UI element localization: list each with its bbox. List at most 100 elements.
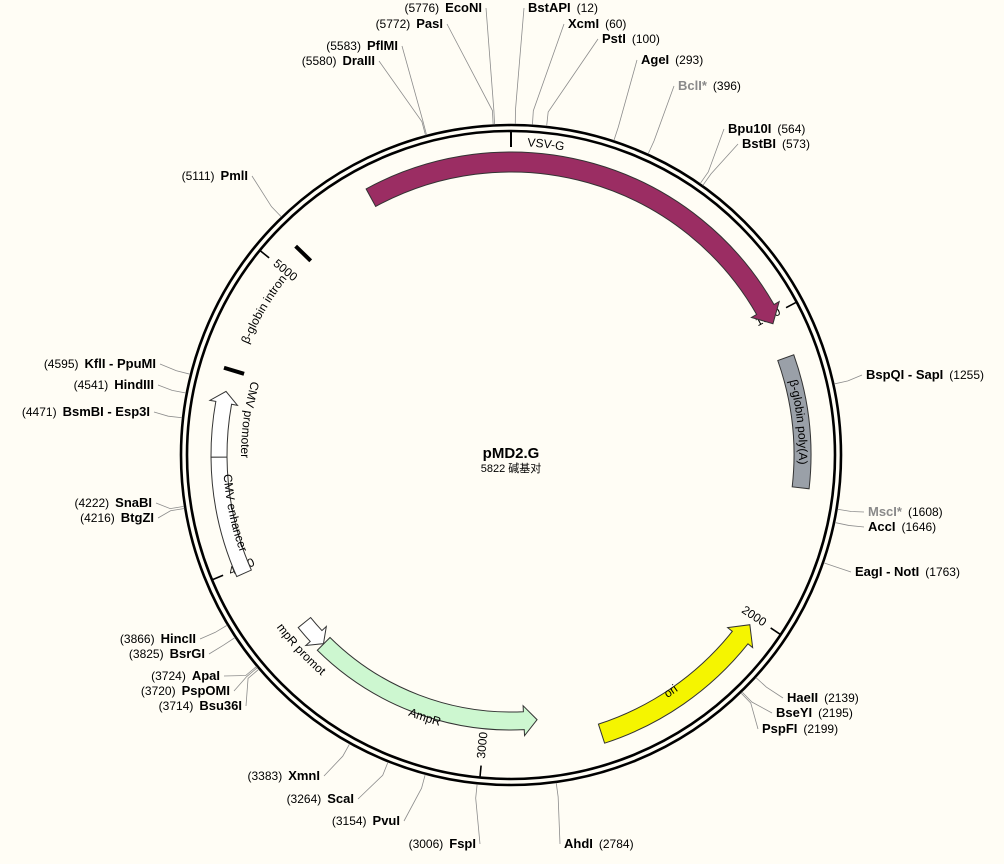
site-leader — [647, 85, 675, 154]
site-label: Bpu10I (564) — [728, 121, 805, 136]
site-bsu36i[interactable]: (3714) Bsu36I — [159, 668, 259, 713]
site-name: PflMI — [367, 38, 398, 53]
site-label: EagI - NotI (1763) — [855, 564, 960, 579]
site-apai[interactable]: (3724) ApaI — [151, 666, 257, 683]
site-bspqi-sapi[interactable]: BspQI - SapI (1255) — [834, 367, 984, 385]
site-bcli[interactable]: BclI* (396) — [647, 78, 741, 154]
site-leader — [702, 143, 739, 186]
site-bpu10i[interactable]: Bpu10I (564) — [699, 121, 805, 184]
site-name: FspI — [449, 836, 476, 851]
site-label: PstI (100) — [602, 31, 660, 46]
site-bstapi[interactable]: BstAPI (12) — [514, 0, 598, 125]
site-xmni[interactable]: (3383) XmnI — [248, 743, 350, 783]
site-eagi-noti[interactable]: EagI - NotI (1763) — [823, 562, 960, 579]
site-haeii[interactable]: HaeII (2139) — [755, 677, 859, 705]
site-position: (5776) — [404, 1, 439, 15]
site-bstbi[interactable]: BstBI (573) — [702, 136, 810, 186]
site-msci[interactable]: MscI* (1608) — [837, 504, 943, 519]
site-position: (5583) — [326, 39, 361, 53]
site-pvui[interactable]: (3154) PvuI — [332, 774, 426, 828]
site-name: PvuI — [373, 813, 400, 828]
site-position: (60) — [605, 17, 626, 31]
site-label: BspQI - SapI (1255) — [866, 367, 984, 382]
site-draiii[interactable]: (5580) DraIII — [302, 53, 426, 136]
site-name: HindIII — [114, 377, 154, 392]
site-name: ScaI — [327, 791, 354, 806]
site-name: KflI - PpuMI — [85, 356, 157, 371]
site-name: HaeII — [787, 690, 818, 705]
site-leader — [555, 782, 561, 845]
site-hincii[interactable]: (3866) HincII — [120, 624, 228, 646]
feature-ampr-promoter[interactable]: AmpR promoter — [0, 0, 329, 678]
site-position: (2195) — [818, 706, 853, 720]
site-label: (5580) DraIII — [302, 53, 375, 68]
ruler: 10002000300040005000 — [212, 250, 797, 777]
feature-label-vsv-g: VSV-G — [527, 135, 565, 153]
site-position: (396) — [713, 79, 741, 93]
site-pflmi[interactable]: (5583) PflMI — [326, 38, 427, 136]
site-btgzi[interactable]: (4216) BtgZI — [80, 508, 185, 525]
site-label: BclI* (396) — [678, 78, 741, 93]
site-scai[interactable]: (3264) ScaI — [287, 762, 389, 806]
site-kfli-ppumi[interactable]: (4595) KflI - PpuMI — [44, 356, 191, 375]
site-label: (4595) KflI - PpuMI — [44, 356, 156, 371]
site-position: (4595) — [44, 357, 79, 371]
site-psti[interactable]: PstI (100) — [546, 31, 660, 126]
site-xcmi[interactable]: XcmI (60) — [532, 16, 626, 125]
site-bsrgi[interactable]: (3825) BsrGI — [129, 637, 236, 661]
site-snabi[interactable]: (4222) SnaBI — [74, 495, 185, 510]
site-label: (4222) SnaBI — [74, 495, 152, 510]
site-ahdi[interactable]: AhdI (2784) — [555, 782, 634, 851]
site-name: BsrGI — [170, 646, 205, 661]
site-label: (5583) PflMI — [326, 38, 398, 53]
site-name: BsmBI - Esp3I — [63, 404, 150, 419]
map-center: pMD2.G 5822 碱基对 — [481, 445, 542, 475]
site-label: (3154) PvuI — [332, 813, 400, 828]
intron-bar-1 — [294, 244, 313, 263]
feature-beta-globin-intron[interactable]: β-globin intron — [223, 244, 313, 376]
site-label: (5776) EcoNI — [404, 0, 482, 15]
site-label: XcmI (60) — [568, 16, 626, 31]
site-label: (4216) BtgZI — [80, 510, 154, 525]
site-label: HaeII (2139) — [787, 690, 859, 705]
feature-cmv-enhancer[interactable]: CMV enhancer — [210, 456, 253, 578]
site-bsmbi-esp3i[interactable]: (4471) BsmBI - Esp3I — [22, 404, 183, 419]
site-position: (1763) — [925, 565, 960, 579]
site-label: BstBI (573) — [742, 136, 810, 151]
site-name: EagI - NotI — [855, 564, 919, 579]
site-name: XcmI — [568, 16, 599, 31]
site-pspfi[interactable]: PspFI (2199) — [740, 692, 838, 736]
site-leader — [357, 762, 389, 800]
site-name: SnaBI — [115, 495, 152, 510]
site-leader — [208, 637, 236, 655]
site-leader — [740, 692, 759, 730]
feature-ampr[interactable]: AmpR — [316, 636, 538, 738]
site-leader — [245, 668, 259, 707]
site-acci[interactable]: AccI (1646) — [834, 519, 936, 534]
feature-beta-globin-polya[interactable]: β-globin poly(A) — [777, 354, 812, 490]
site-position: (5772) — [376, 17, 411, 31]
site-bseyi[interactable]: BseYI (2195) — [741, 691, 853, 720]
feature-cmv-promoter[interactable]: CMV promoter — [208, 380, 262, 458]
site-position: (2784) — [599, 837, 634, 851]
site-label: AhdI (2784) — [564, 836, 634, 851]
ruler-label-3000: 3000 — [474, 731, 491, 759]
site-leader — [378, 60, 426, 136]
site-leader — [485, 7, 495, 125]
site-hindiii[interactable]: (4541) HindIII — [74, 377, 186, 394]
feature-ori[interactable]: ori — [597, 624, 754, 744]
plasmid-name: pMD2.G — [483, 445, 540, 462]
site-label: (4541) HindIII — [74, 377, 154, 392]
site-agei[interactable]: AgeI (293) — [613, 52, 703, 141]
site-name: BclI* — [678, 78, 708, 93]
site-pmli[interactable]: (5111) PmlI — [182, 168, 282, 218]
feature-vsv-g[interactable]: VSV-G — [365, 135, 781, 325]
site-pspomi[interactable]: (3720) PspOMI — [141, 667, 258, 698]
site-econi[interactable]: (5776) EcoNI — [404, 0, 495, 125]
site-name: XmnI — [288, 768, 320, 783]
site-pasi[interactable]: (5772) PasI — [376, 16, 494, 125]
site-position: (3383) — [248, 769, 283, 783]
feature-label-cmv-promoter: CMV promoter — [238, 380, 262, 458]
site-fspi[interactable]: (3006) FspI — [409, 784, 481, 851]
